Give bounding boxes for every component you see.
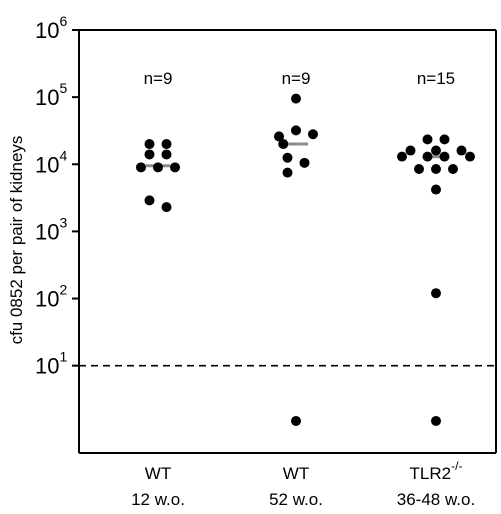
data-point bbox=[291, 125, 301, 136]
group-2: n=9 WT 52 w.o. bbox=[269, 69, 323, 509]
data-point bbox=[397, 151, 407, 162]
group-3: n=15 TLR2-/- 36-48 w.o. bbox=[397, 69, 475, 509]
data-point bbox=[274, 131, 284, 142]
data-point bbox=[291, 415, 301, 426]
y-tick-label: 105 bbox=[35, 80, 67, 110]
category-sublabel: 36-48 w.o. bbox=[397, 490, 475, 509]
data-point bbox=[439, 151, 450, 162]
y-tick-label: 103 bbox=[35, 214, 67, 244]
data-point bbox=[291, 93, 301, 104]
data-point bbox=[161, 149, 172, 160]
n-label: n=15 bbox=[417, 69, 455, 88]
data-point bbox=[431, 288, 441, 299]
data-point bbox=[161, 202, 172, 213]
group-1: n=9 WT 12 w.o. bbox=[131, 69, 185, 509]
category-label: TLR2-/- bbox=[410, 459, 463, 483]
y-tick-label: 106 bbox=[35, 13, 67, 43]
y-axis-label: cfu 0852 per pair of kidneys bbox=[7, 136, 26, 345]
data-point bbox=[136, 162, 146, 173]
category-label: WT bbox=[145, 464, 171, 483]
data-point bbox=[448, 164, 458, 175]
data-point bbox=[282, 167, 293, 178]
data-point bbox=[439, 134, 450, 145]
data-point bbox=[170, 162, 180, 173]
data-point bbox=[431, 145, 441, 156]
data-point bbox=[422, 134, 433, 145]
y-tick-label: 104 bbox=[35, 147, 67, 177]
category-sublabel: 12 w.o. bbox=[131, 490, 185, 509]
axes bbox=[78, 29, 497, 454]
data-point bbox=[153, 162, 163, 173]
n-label: n=9 bbox=[144, 69, 173, 88]
data-point bbox=[144, 139, 155, 150]
data-point bbox=[144, 195, 155, 206]
n-label: n=9 bbox=[282, 69, 311, 88]
y-tick-label: 101 bbox=[35, 349, 67, 379]
data-point bbox=[465, 151, 475, 162]
data-point bbox=[405, 145, 416, 156]
data-point bbox=[282, 152, 293, 163]
category-label: WT bbox=[283, 464, 309, 483]
category-sublabel: 52 w.o. bbox=[269, 490, 323, 509]
data-point bbox=[278, 139, 289, 150]
groups: n=9 WT 12 w.o. n=9 WT 52 w.o. n=15 TLR2-/- 36-48… bbox=[131, 69, 475, 509]
data-point bbox=[456, 145, 467, 156]
data-point bbox=[431, 184, 441, 195]
data-point bbox=[308, 129, 318, 140]
data-point bbox=[144, 149, 155, 160]
data-point bbox=[299, 157, 310, 168]
data-point bbox=[161, 139, 172, 150]
data-point bbox=[414, 164, 424, 175]
data-point bbox=[431, 164, 441, 175]
y-ticks: 106 105 104 103 102 101 bbox=[35, 13, 79, 379]
data-point bbox=[431, 415, 441, 426]
y-tick-label: 102 bbox=[35, 282, 67, 312]
data-point bbox=[422, 151, 433, 162]
